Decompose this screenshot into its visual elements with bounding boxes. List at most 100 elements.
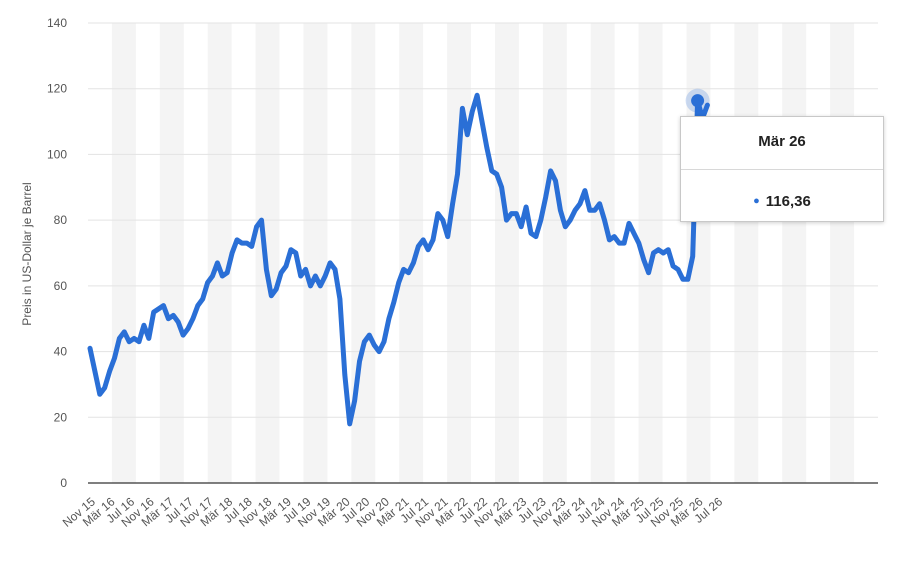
tooltip-title: Mär 26 <box>758 133 806 150</box>
column-band <box>351 23 376 483</box>
data-point <box>381 339 387 344</box>
data-point <box>229 250 235 256</box>
data-point <box>435 211 441 216</box>
data-point <box>396 280 401 285</box>
data-point <box>450 201 455 206</box>
data-point <box>494 171 499 177</box>
data-point <box>372 342 377 348</box>
data-point <box>401 267 406 272</box>
data-point <box>685 277 690 282</box>
data-point <box>523 204 529 210</box>
data-point <box>386 316 392 321</box>
series-dot-icon: ● <box>753 195 760 207</box>
data-point <box>602 217 607 223</box>
data-point <box>146 336 151 341</box>
column-band <box>255 23 280 483</box>
data-point <box>553 178 558 183</box>
data-point <box>337 296 343 302</box>
data-point <box>176 319 181 325</box>
data-point <box>416 244 421 249</box>
column-band <box>782 23 807 483</box>
data-point <box>87 346 93 351</box>
data-point <box>582 188 588 193</box>
data-point <box>430 237 436 243</box>
data-point <box>484 145 490 151</box>
data-point <box>568 217 573 223</box>
column-band <box>159 23 184 483</box>
data-point <box>318 283 323 289</box>
data-point <box>323 273 328 279</box>
data-point <box>445 234 450 239</box>
column-band <box>111 23 136 483</box>
data-point <box>470 109 475 114</box>
column-band <box>207 23 232 483</box>
data-point <box>499 185 504 190</box>
column-band <box>494 23 519 483</box>
y-tick-label: 140 <box>47 16 67 30</box>
data-point <box>254 224 259 229</box>
data-point <box>117 336 122 341</box>
column-bands <box>111 23 855 483</box>
data-point <box>264 267 269 272</box>
data-point <box>572 208 578 213</box>
data-point <box>528 231 534 236</box>
data-point <box>352 398 357 404</box>
data-point <box>156 306 161 312</box>
data-point <box>690 254 695 259</box>
data-point <box>283 263 289 269</box>
tooltip-value-row: ● 116,36 <box>681 193 883 210</box>
y-axis-label: Preis in US-Dollar je Barrel <box>20 182 34 325</box>
data-point <box>239 240 245 246</box>
data-point <box>558 208 563 213</box>
data-point <box>195 303 200 308</box>
data-point <box>626 221 632 226</box>
data-point <box>504 217 509 223</box>
data-point <box>200 296 205 302</box>
data-point <box>171 313 176 318</box>
y-tick-label: 120 <box>47 82 67 96</box>
data-point <box>675 267 681 272</box>
data-point <box>166 316 171 321</box>
data-point <box>107 369 112 374</box>
data-point <box>303 267 308 272</box>
tooltip: Mär 26 ● 116,36 <box>680 116 884 222</box>
data-point <box>249 244 254 249</box>
data-point <box>210 273 215 279</box>
data-point <box>538 217 543 223</box>
data-point <box>391 300 396 305</box>
data-point <box>259 217 264 223</box>
column-band <box>734 23 759 483</box>
data-point <box>112 355 117 361</box>
data-point <box>234 237 240 243</box>
data-point <box>592 208 597 213</box>
y-tick-label: 60 <box>54 279 68 293</box>
data-point <box>127 339 132 344</box>
data-point <box>479 119 485 124</box>
column-band <box>542 23 567 483</box>
data-point <box>362 339 367 344</box>
data-point <box>548 168 553 174</box>
y-tick-label: 0 <box>60 476 67 490</box>
data-point <box>278 270 284 275</box>
y-tick-label: 80 <box>54 213 68 227</box>
data-point <box>543 194 548 200</box>
data-point <box>651 250 656 256</box>
data-point <box>641 257 646 262</box>
y-tick-label: 20 <box>54 410 68 424</box>
data-point <box>646 270 651 275</box>
data-point <box>597 201 602 206</box>
data-point <box>293 250 298 256</box>
data-point <box>607 237 612 243</box>
data-point <box>269 293 274 298</box>
data-point <box>670 263 676 269</box>
data-point <box>376 349 382 354</box>
data-point <box>327 260 333 266</box>
data-point <box>92 369 98 374</box>
data-point <box>190 316 196 321</box>
data-point <box>421 237 426 243</box>
tooltip-divider <box>681 169 883 170</box>
data-point <box>180 332 186 338</box>
data-point <box>509 211 514 216</box>
data-point <box>122 329 127 335</box>
